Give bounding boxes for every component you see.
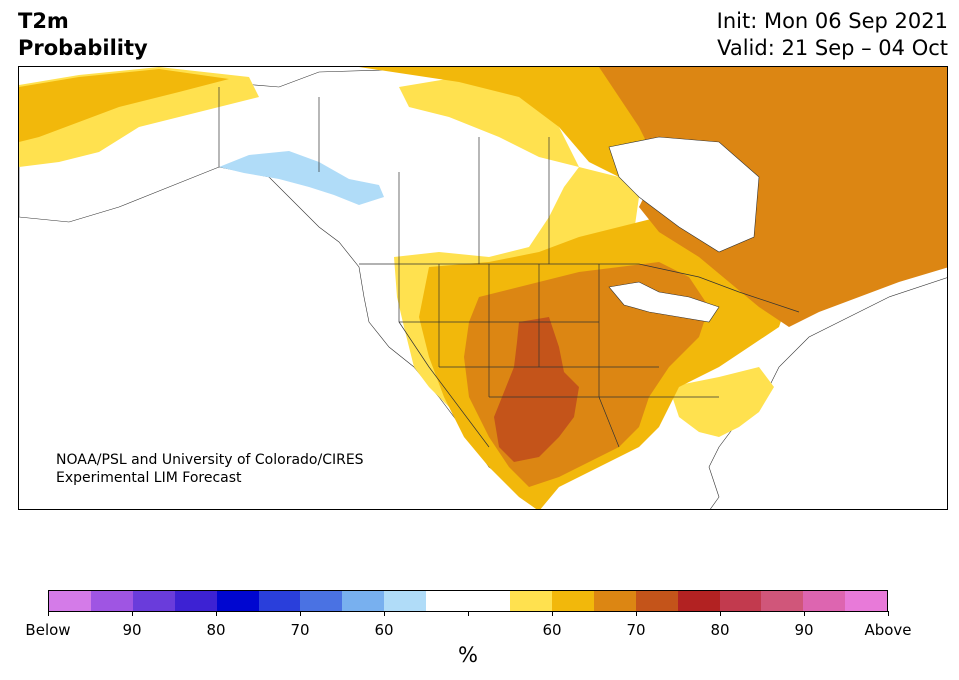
forecast-dates: Init: Mon 06 Sep 2021 Valid: 21 Sep – 04… [717,8,948,62]
colorbar-cell [677,591,720,611]
colorbar-tick [468,611,469,616]
hudson-bay [608,136,760,253]
colorbar-tick-label: 70 [290,621,310,639]
init-date: Init: Mon 06 Sep 2021 [716,9,948,33]
colorbar-cell [342,591,385,611]
colorbar-cell [90,591,133,611]
colorbar-cell [803,591,846,611]
colorbar-cell [509,591,552,611]
region-above-55-east [669,367,774,437]
colorbar-cell [426,591,469,611]
colorbar-tick-label: Above [864,621,912,639]
colorbar-cell [593,591,636,611]
colorbar-cell [300,591,343,611]
colorbar [48,590,888,612]
colorbar-cell [635,591,678,611]
valid-period: Valid: 21 Sep – 04 Oct [717,36,948,60]
region-above-60-alaska [19,69,229,142]
title-variable: T2m [18,9,69,33]
colorbar-tick [552,611,553,616]
colorbar-tick-label: 80 [710,621,730,639]
colorbar-tick [216,611,217,616]
colorbar-tick-label: 70 [626,621,646,639]
data-credit: NOAA/PSL and University of Colorado/CIRE… [56,451,364,487]
map-canvas [19,67,947,509]
probability-map: NOAA/PSL and University of Colorado/CIRE… [18,66,948,510]
colorbar-unit: % [458,643,478,667]
credit-line-1: NOAA/PSL and University of Colorado/CIRE… [56,452,364,468]
colorbar-cell [132,591,175,611]
colorbar-tick-label: Below [25,621,71,639]
colorbar-cell [468,591,510,611]
colorbar-tick [384,611,385,616]
colorbar-tick [636,611,637,616]
colorbar-cell [384,591,427,611]
colorbar-cell [258,591,301,611]
chart-title: T2m Probability [18,8,148,62]
colorbar-tick [804,611,805,616]
region-above-55-arctic [399,77,579,167]
colorbar-cell [761,591,804,611]
colorbar-tick [720,611,721,616]
colorbar-tick-label: 80 [206,621,226,639]
region-above-70-south-plains [494,317,579,462]
colorbar-tick-label: 60 [542,621,562,639]
colorbar-tick [888,611,889,616]
colorbar-tick [48,611,49,616]
title-quantity: Probability [18,36,148,60]
colorbar-cell [845,591,888,611]
colorbar-tick-label: 90 [794,621,814,639]
region-above-60-canada [359,67,679,177]
credit-line-2: Experimental LIM Forecast [56,470,242,486]
region-above-65-east-canada [599,67,947,327]
political-borders [218,87,800,448]
colorbar-cell [719,591,762,611]
great-lakes [608,281,720,323]
colorbar-tick [132,611,133,616]
colorbar-cell [174,591,217,611]
colorbar-cell [49,591,91,611]
colorbar-tick-label: 90 [122,621,142,639]
region-below-60-yukon [219,151,384,205]
colorbar-cell [216,591,259,611]
colorbar-tick-label: 60 [374,621,394,639]
colorbar-tick [300,611,301,616]
colorbar-cell [551,591,594,611]
